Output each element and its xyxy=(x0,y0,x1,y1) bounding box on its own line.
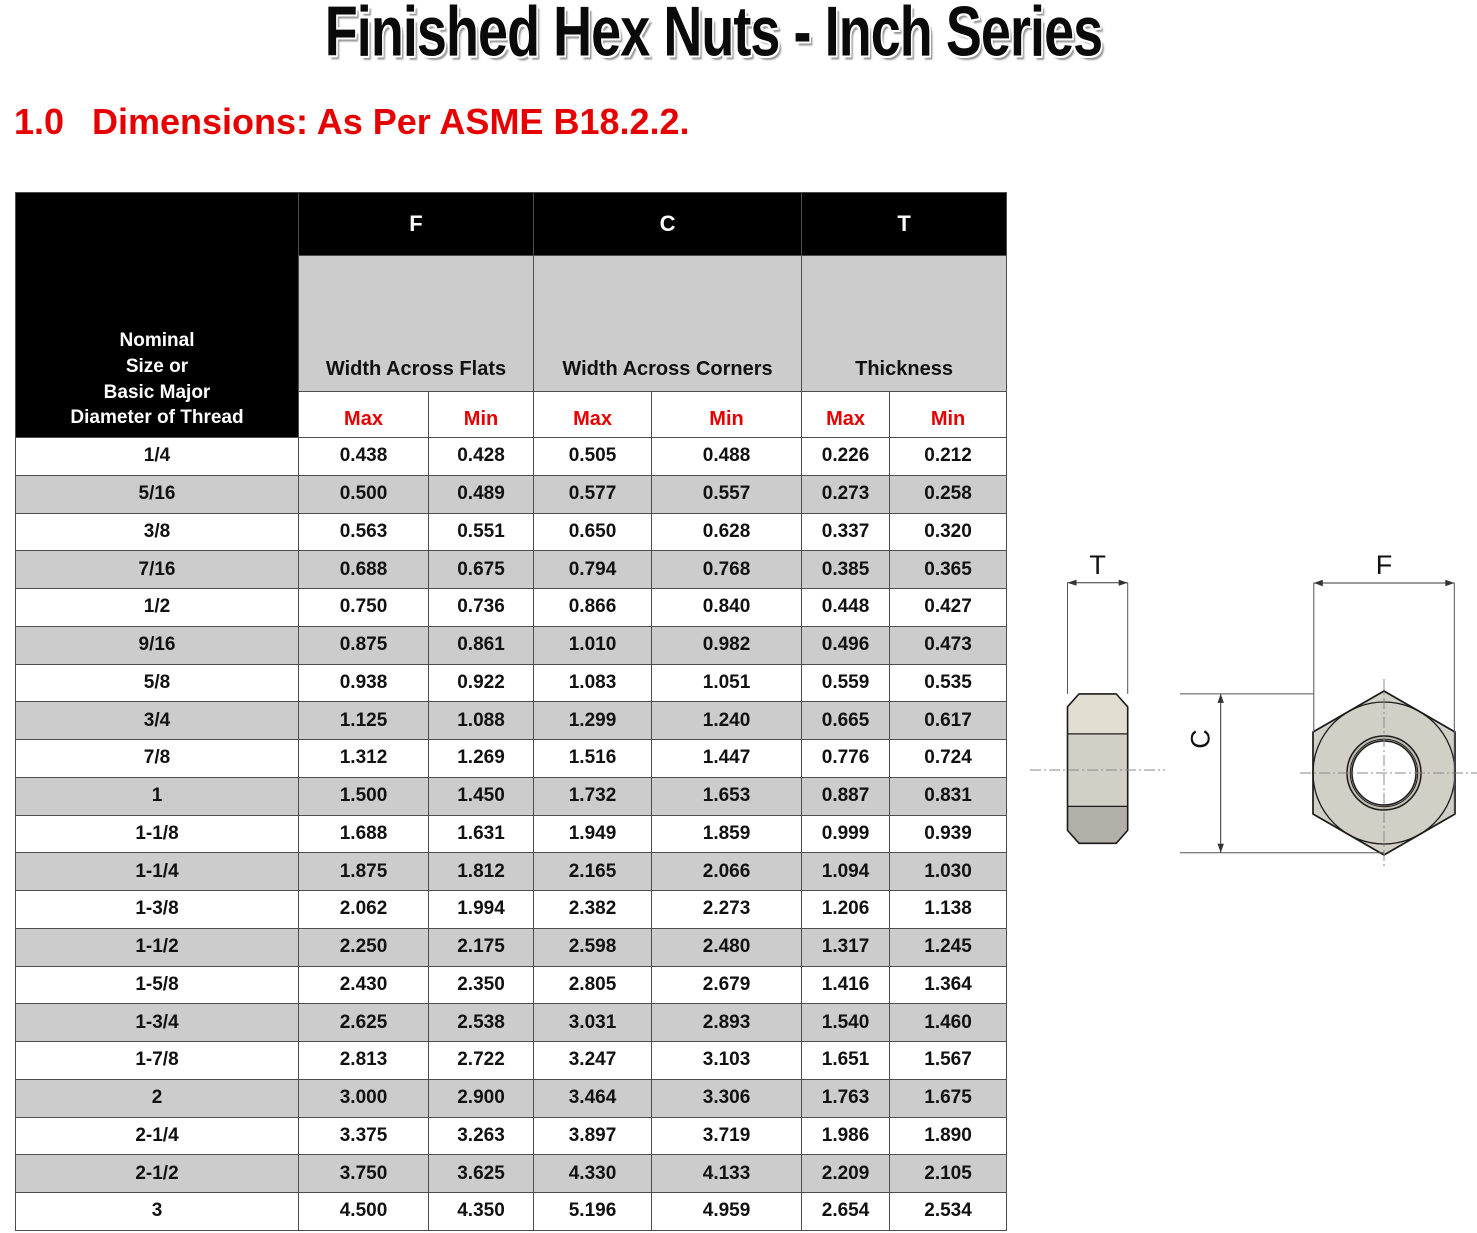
svg-text:F: F xyxy=(1376,552,1393,580)
svg-text:C: C xyxy=(1186,729,1216,749)
svg-text:T: T xyxy=(1089,552,1106,580)
